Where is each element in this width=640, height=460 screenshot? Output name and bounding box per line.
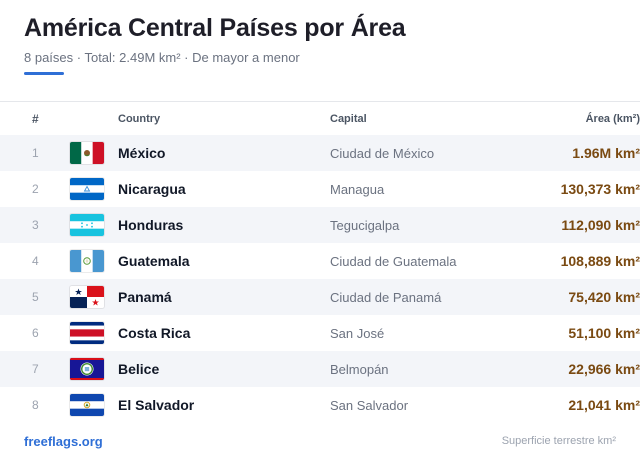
country-name: Costa Rica: [118, 325, 191, 341]
row-number: 4: [32, 254, 39, 268]
table-row: 1 México Ciudad de México 1.96M km²: [0, 135, 640, 171]
area-value: 22,966 km²: [568, 361, 640, 377]
footer: freeflags.org Superficie terrestre km²: [24, 432, 616, 450]
table-row: 8 El Salvador San Salvador 21,041 km²: [0, 387, 640, 423]
table-row: 2 Nicaragua Managua 130,373 km²: [0, 171, 640, 207]
page-title: América Central Países por Área: [24, 14, 406, 42]
el-salvador-flag-icon: [70, 394, 104, 416]
country-name: Nicaragua: [118, 181, 186, 197]
source-link[interactable]: freeflags.org: [24, 433, 103, 449]
country-name: Guatemala: [118, 253, 190, 269]
nicaragua-flag-icon: [70, 178, 104, 200]
country-name: Honduras: [118, 217, 184, 233]
mexico-flag-icon: [70, 142, 104, 164]
country-name: Panamá: [118, 289, 172, 305]
row-number: 7: [32, 362, 39, 376]
capital-name: Belmopán: [330, 361, 389, 377]
capital-name: Ciudad de Panamá: [330, 289, 442, 305]
belize-flag-icon: [70, 358, 104, 380]
capital-name: Ciudad de Guatemala: [330, 253, 457, 269]
capital-name: Ciudad de México: [330, 145, 435, 161]
guatemala-flag-icon: [70, 250, 104, 272]
area-value: 108,889 km²: [560, 253, 640, 269]
countries-table: # Country Capital Área (km²) 1 México Ci…: [0, 101, 640, 423]
country-name: Belice: [118, 361, 160, 377]
row-number: 6: [32, 326, 39, 340]
table-header-row: # Country Capital Área (km²): [0, 102, 640, 135]
page-subtitle: 8 países · Total: 2.49M km² · De mayor a…: [24, 50, 300, 65]
row-number: 8: [32, 398, 39, 412]
area-value: 130,373 km²: [560, 181, 640, 197]
table-row: 4 Guatemala Ciudad de Guatemala 108,889 …: [0, 243, 640, 279]
table-row: 3 Honduras Tegucigalpa 112,090 km²: [0, 207, 640, 243]
table-row: 7 Belice Belmopán 22,966 km²: [0, 351, 640, 387]
area-value: 51,100 km²: [568, 325, 640, 341]
country-name: El Salvador: [118, 397, 195, 413]
title-accent-line: [24, 72, 64, 75]
row-number: 1: [32, 146, 39, 160]
column-header-country: Country: [118, 112, 161, 125]
column-header-area: Área (km²): [585, 112, 640, 125]
area-value: 75,420 km²: [568, 289, 640, 305]
capital-name: Tegucigalpa: [330, 217, 400, 233]
column-header-capital: Capital: [330, 112, 367, 125]
area-value: 112,090 km²: [561, 217, 640, 233]
row-number: 2: [32, 182, 39, 196]
area-value: 1.96M km²: [572, 145, 640, 161]
row-number: 5: [32, 290, 39, 304]
country-name: México: [118, 145, 166, 161]
honduras-flag-icon: [70, 214, 104, 236]
costa-rica-flag-icon: [70, 322, 104, 344]
footer-note: Superficie terrestre km²: [501, 435, 616, 447]
capital-name: Managua: [330, 181, 385, 197]
table-row: 5 Panamá Ciudad de Panamá 75,420 km²: [0, 279, 640, 315]
header: América Central Países por Área 8 países…: [24, 12, 624, 75]
capital-name: San Salvador: [330, 397, 409, 413]
panama-flag-icon: [70, 286, 104, 308]
column-header-number: #: [32, 111, 39, 126]
capital-name: San José: [330, 325, 385, 341]
table-row: 6 Costa Rica San José 51,100 km²: [0, 315, 640, 351]
area-value: 21,041 km²: [568, 397, 640, 413]
row-number: 3: [32, 218, 39, 232]
